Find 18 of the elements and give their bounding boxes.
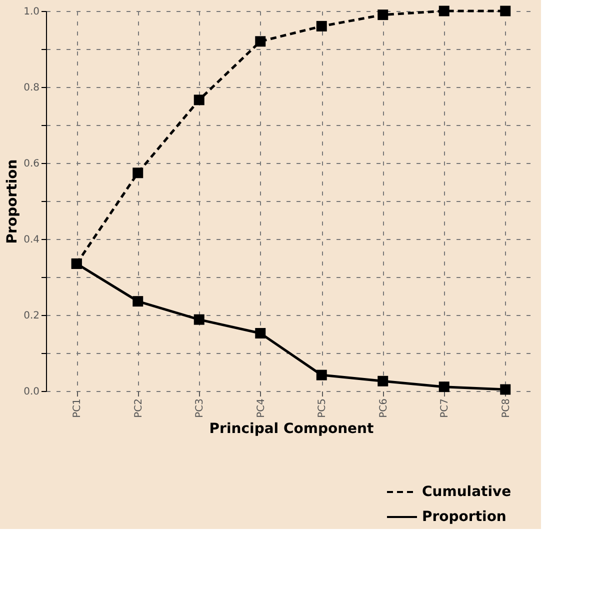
x-tick-label: PC2	[133, 398, 144, 418]
y-tick-label: 0.2	[24, 310, 40, 322]
legend-label: Proportion	[422, 509, 506, 525]
y-tick-label: 1.0	[24, 6, 40, 18]
x-tick-label: PC1	[72, 398, 84, 418]
y-axis-title: Proportion	[4, 159, 21, 244]
x-tick-label: PC5	[317, 398, 328, 418]
x-tick-label: PC6	[378, 398, 390, 418]
x-axis-title: Principal Component	[209, 420, 374, 437]
x-tick-label: PC4	[256, 398, 267, 418]
y-tick-label: 0.6	[24, 158, 40, 170]
x-tick-label: PC3	[194, 398, 206, 418]
x-tick-label: PC7	[440, 398, 451, 418]
y-tick-label: 0.0	[24, 386, 40, 398]
x-tick-label: PC8	[500, 398, 512, 418]
y-tick-label: 0.8	[24, 82, 40, 94]
legend-label: Cumulative	[422, 484, 512, 500]
y-tick-label: 0.4	[24, 234, 40, 246]
